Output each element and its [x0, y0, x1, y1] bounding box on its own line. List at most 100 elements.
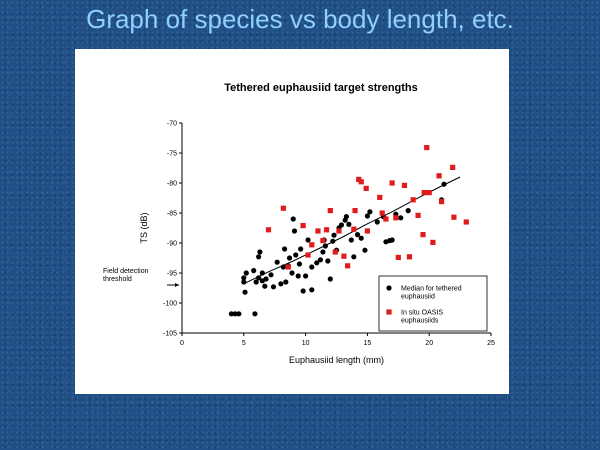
point-tethered: [298, 246, 304, 252]
legend-label: euphausiid: [401, 294, 435, 301]
point-in-situ: [315, 228, 321, 234]
slide-title: Graph of species vs body length, etc.: [86, 4, 514, 34]
point-in-situ: [401, 182, 408, 188]
point-in-situ: [424, 145, 430, 151]
point-tethered: [241, 279, 247, 285]
point-tethered: [322, 243, 328, 249]
legend-label: euphausiids: [401, 318, 439, 325]
point-tethered: [309, 264, 315, 270]
point-in-situ: [309, 242, 315, 248]
x-tick-label: 25: [487, 340, 495, 347]
point-in-situ: [300, 223, 306, 229]
point-in-situ: [377, 194, 383, 200]
y-tick-label: -85: [167, 211, 177, 218]
point-tethered: [354, 232, 361, 238]
point-in-situ: [393, 215, 399, 221]
point-tethered: [286, 255, 293, 261]
y-axis-label: TS (dB): [139, 212, 149, 243]
data-points: [228, 145, 469, 317]
point-in-situ: [389, 180, 395, 186]
point-tethered: [293, 252, 299, 258]
point-in-situ: [450, 164, 456, 170]
x-tick-label: 0: [180, 340, 184, 347]
point-tethered: [253, 279, 259, 285]
x-axis-label: Euphausiid length (mm): [289, 355, 384, 365]
point-tethered: [291, 228, 298, 234]
point-tethered: [295, 273, 301, 279]
point-tethered: [364, 213, 370, 219]
point-tethered: [343, 214, 349, 220]
point-tethered: [351, 254, 357, 260]
point-in-situ: [410, 197, 416, 203]
point-tethered: [362, 247, 368, 253]
y-axis: -105 -100 -95 -90 -85 -80 -75 -70: [163, 121, 182, 338]
point-tethered: [346, 221, 352, 227]
y-tick-label: -105: [163, 331, 177, 338]
x-tick-label: 5: [242, 340, 246, 347]
point-in-situ: [395, 254, 401, 260]
point-tethered: [398, 215, 404, 221]
point-tethered: [241, 275, 247, 281]
point-in-situ: [358, 179, 364, 185]
point-in-situ: [352, 208, 358, 214]
chart-title: Tethered euphausiid target strengths: [224, 82, 418, 94]
point-in-situ: [341, 253, 347, 259]
x-tick-label: 10: [302, 340, 310, 347]
point-in-situ: [463, 219, 469, 225]
point-in-situ: [285, 264, 291, 270]
point-in-situ: [345, 263, 351, 269]
point-in-situ: [383, 216, 389, 222]
point-tethered: [228, 311, 235, 317]
point-in-situ: [351, 226, 357, 232]
point-in-situ: [426, 190, 432, 196]
legend-label: Median for tethered: [401, 286, 462, 293]
point-tethered: [252, 311, 258, 317]
point-tethered: [389, 237, 395, 243]
point-tethered: [309, 287, 315, 293]
point-in-situ: [451, 214, 457, 220]
point-tethered: [280, 264, 286, 270]
point-in-situ: [379, 210, 385, 216]
point-in-situ: [363, 185, 369, 191]
chart-panel: Tethered euphausiid target strengths -10…: [75, 49, 509, 394]
annotation-arrowhead: [175, 283, 179, 287]
point-tethered: [441, 181, 447, 187]
point-in-situ: [327, 208, 333, 214]
y-tick-label: -90: [167, 241, 177, 248]
point-tethered: [305, 237, 311, 243]
point-tethered: [348, 237, 354, 243]
point-tethered: [327, 276, 333, 282]
annotation-text: Field detection: [103, 268, 149, 275]
point-in-situ: [320, 238, 326, 244]
x-tick-label: 20: [425, 340, 433, 347]
y-tick-label: -75: [167, 151, 177, 158]
point-tethered: [405, 208, 411, 214]
point-tethered: [236, 311, 242, 317]
point-in-situ: [406, 254, 413, 260]
legend-box: [378, 275, 488, 332]
point-in-situ: [415, 212, 421, 218]
point-tethered: [331, 232, 337, 238]
y-tick-label: -100: [163, 301, 177, 308]
point-in-situ: [364, 228, 370, 234]
point-tethered: [330, 238, 336, 244]
point-tethered: [256, 275, 262, 281]
y-tick-label: -80: [167, 181, 177, 188]
y-tick-label: -70: [167, 121, 177, 128]
point-tethered: [242, 289, 248, 295]
point-tethered: [303, 273, 309, 279]
point-in-situ: [420, 232, 426, 238]
annotation-text: threshold: [103, 276, 132, 283]
point-in-situ: [265, 227, 272, 233]
point-tethered: [367, 209, 373, 215]
point-tethered: [314, 260, 320, 266]
point-tethered: [278, 281, 284, 287]
point-tethered: [232, 311, 238, 317]
point-in-situ: [280, 205, 286, 211]
point-in-situ: [436, 173, 442, 179]
point-tethered: [251, 268, 257, 274]
point-tethered: [283, 279, 289, 285]
point-tethered: [374, 219, 380, 225]
point-tethered: [300, 288, 306, 294]
